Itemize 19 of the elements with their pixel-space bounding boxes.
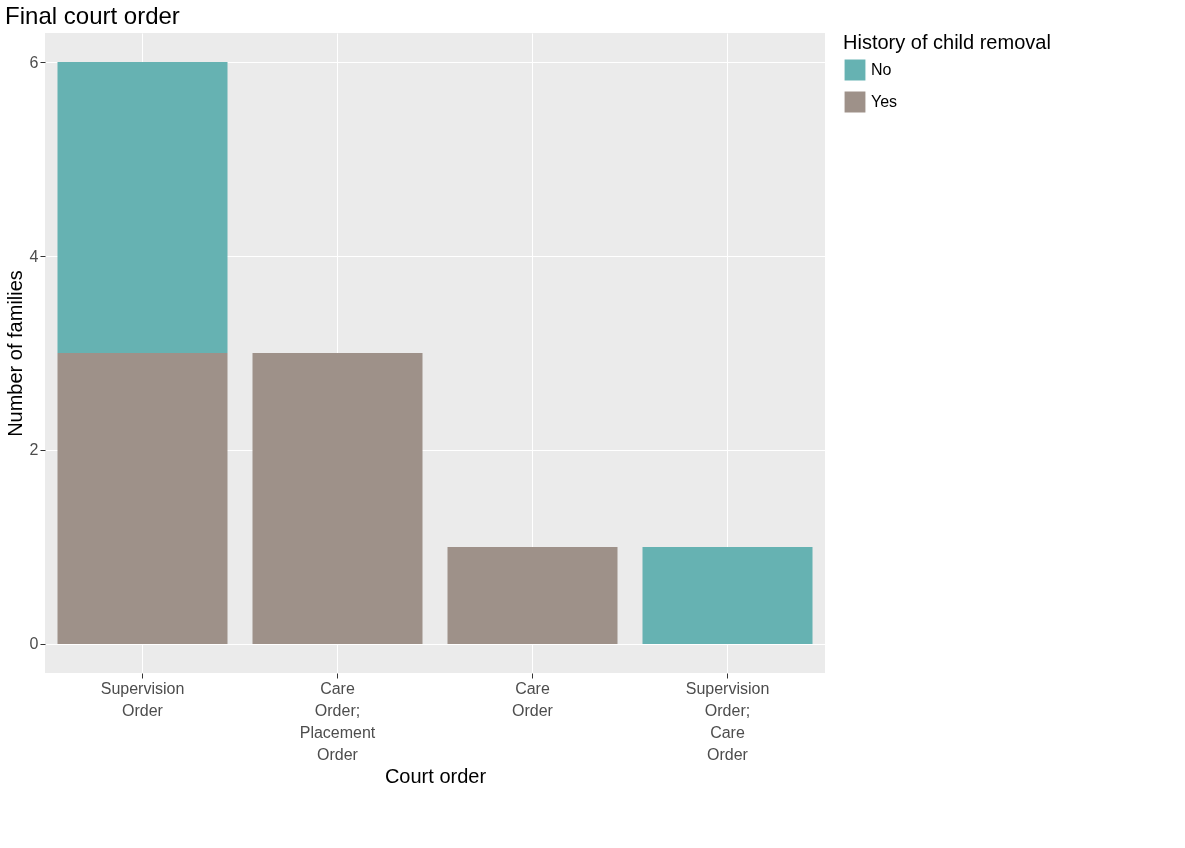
x-tick-label: Care Order; Placement Order bbox=[299, 679, 376, 763]
bar bbox=[57, 62, 228, 353]
x-axis-title: Court order bbox=[384, 764, 487, 787]
bar bbox=[642, 546, 813, 644]
bar bbox=[57, 353, 228, 644]
y-tick-label: 4 bbox=[29, 247, 39, 265]
x-tick-label: Care Order bbox=[512, 679, 554, 719]
legend-label: Yes bbox=[871, 93, 898, 110]
x-tick-label: Supervision Order bbox=[100, 679, 185, 719]
x-tick-label: Supervision Order; Care Order bbox=[685, 679, 770, 763]
y-tick-label: 2 bbox=[29, 441, 39, 459]
y-tick-label: 6 bbox=[29, 53, 39, 71]
y-axis-title: Number of families bbox=[3, 270, 26, 437]
chart-title: Final court order bbox=[5, 2, 180, 29]
bar bbox=[252, 353, 423, 644]
y-tick-label: 0 bbox=[29, 635, 39, 653]
legend-title: History of child removal bbox=[843, 31, 1051, 53]
legend-label: No bbox=[871, 61, 892, 78]
bar bbox=[447, 546, 618, 644]
